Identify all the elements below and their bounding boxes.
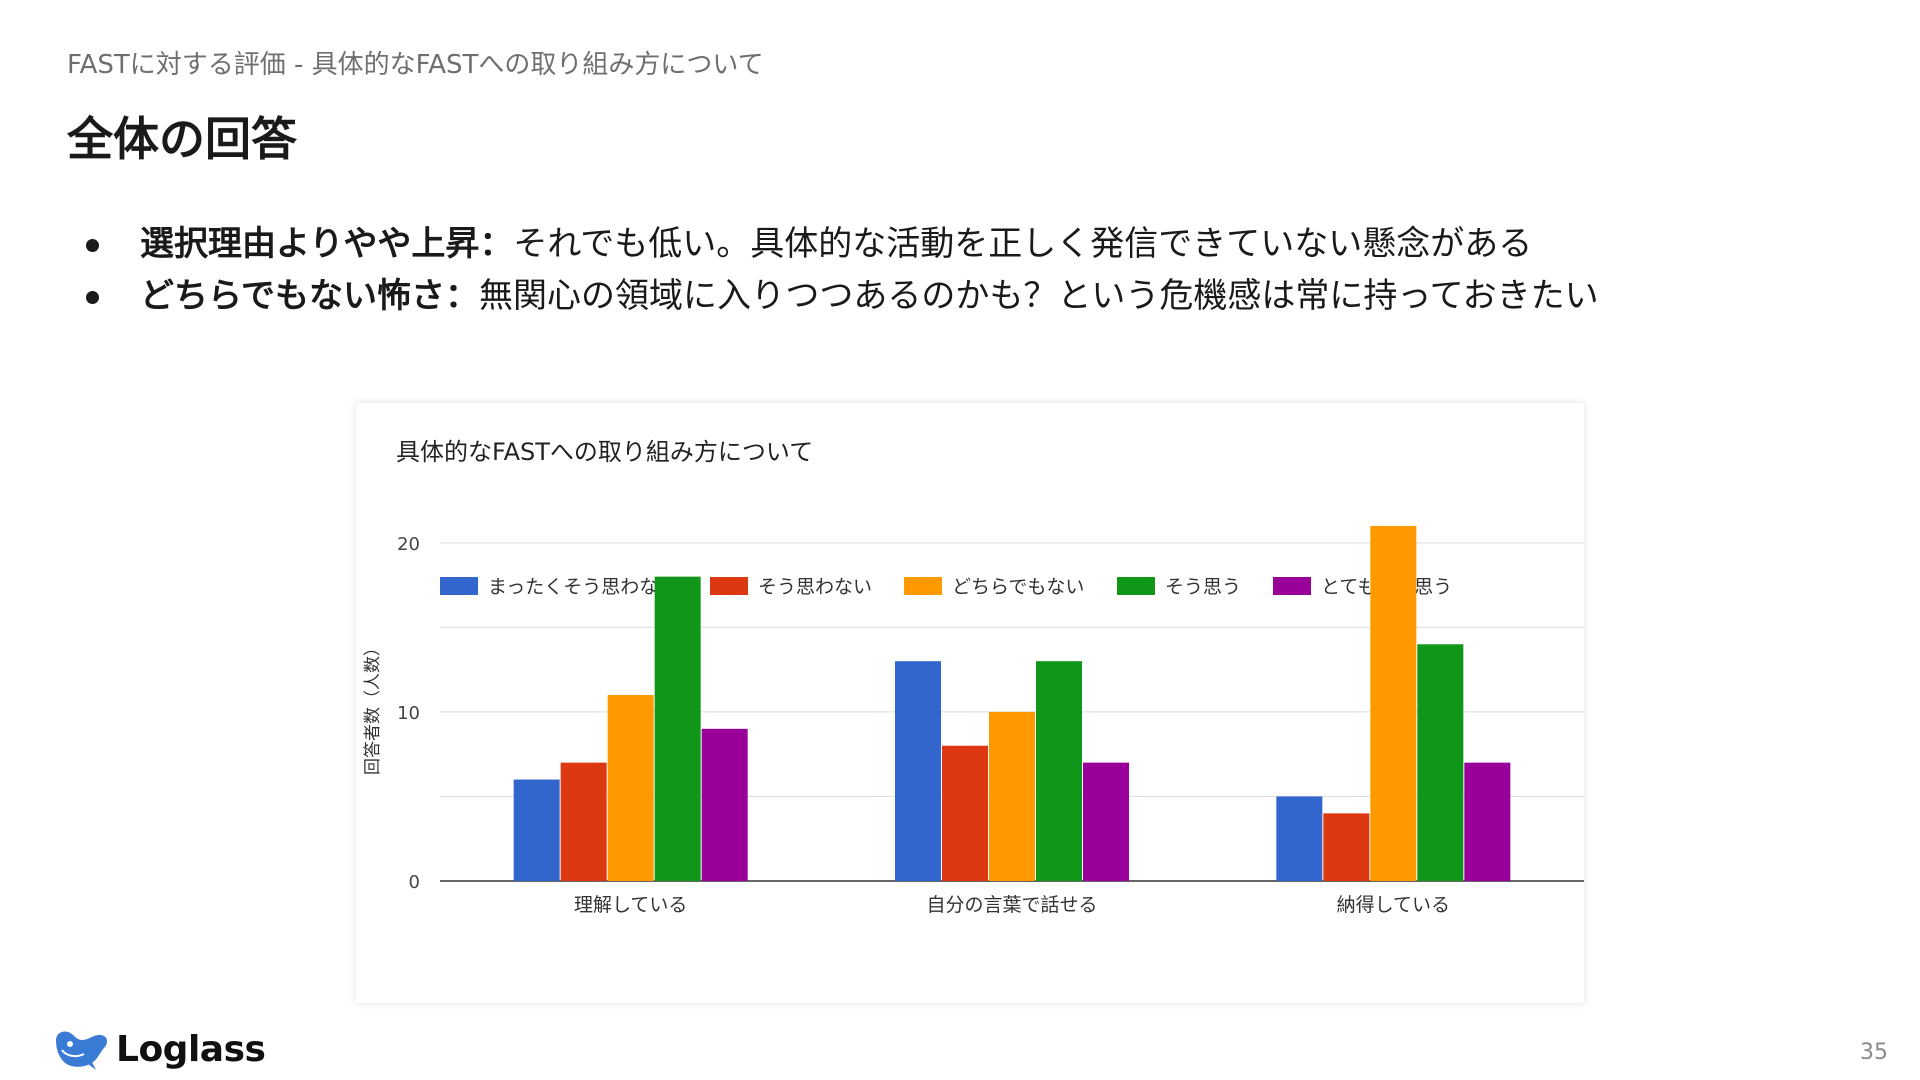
bullet-heading: 選択理由よりやや上昇： bbox=[140, 224, 514, 264]
legend-label: どちらでもない bbox=[952, 576, 1084, 598]
whale-logo-icon bbox=[56, 1031, 107, 1070]
legend-swatch bbox=[440, 577, 478, 595]
legend-swatch bbox=[1273, 577, 1311, 595]
bar bbox=[1417, 644, 1464, 881]
bar bbox=[607, 695, 654, 881]
chart-title: 具体的なFASTへの取り組み方について bbox=[396, 438, 813, 466]
bullet-list: 選択理由よりやや上昇：それでも低い。具体的な活動を正しく発信できていない懸念があ… bbox=[82, 218, 1599, 322]
page-title: 全体の回答 bbox=[67, 112, 297, 166]
legend-label: そう思わない bbox=[758, 576, 872, 598]
page-number: 35 bbox=[1860, 1040, 1888, 1065]
bar bbox=[1323, 813, 1370, 881]
bullet-text: 無関心の領域に入りつつあるのかも？という危機感は常に持っておきたい bbox=[478, 276, 1599, 316]
bar bbox=[654, 576, 701, 881]
bullet-item: 選択理由よりやや上昇：それでも低い。具体的な活動を正しく発信できていない懸念があ… bbox=[82, 218, 1599, 270]
y-tick-label: 10 bbox=[397, 703, 420, 724]
bullet-item: どちらでもない怖さ：無関心の領域に入りつつあるのかも？という危機感は常に持ってお… bbox=[82, 270, 1599, 322]
bar bbox=[989, 711, 1035, 881]
bar bbox=[942, 745, 988, 881]
bar bbox=[1083, 762, 1129, 881]
legend-swatch bbox=[904, 577, 942, 595]
x-tick-label: 納得している bbox=[1337, 894, 1450, 916]
bar bbox=[1036, 661, 1082, 881]
bar bbox=[701, 728, 748, 881]
x-tick-label: 自分の言葉で話せる bbox=[926, 894, 1097, 916]
y-tick-label: 0 bbox=[409, 872, 420, 893]
breadcrumb: FASTに対する評価 - 具体的なFASTへの取り組み方について bbox=[67, 50, 764, 80]
logo-text: Loglass bbox=[116, 1028, 266, 1070]
bullet-heading: どちらでもない怖さ： bbox=[140, 276, 479, 316]
legend-swatch bbox=[710, 577, 748, 595]
bullet-text: それでも低い。具体的な活動を正しく発信できていない懸念がある bbox=[513, 224, 1533, 264]
y-tick-label: 20 bbox=[397, 534, 420, 555]
x-tick-label: 理解している bbox=[574, 894, 687, 916]
bar bbox=[895, 661, 941, 881]
logo: Loglass bbox=[52, 1024, 266, 1074]
bar bbox=[1464, 762, 1511, 881]
bar bbox=[1276, 796, 1323, 881]
legend-swatch bbox=[1117, 577, 1155, 595]
bar-chart: 具体的なFASTへの取り組み方について 0 10 20 回答者数（人数） まったくそう思わ… bbox=[363, 438, 1584, 916]
bar bbox=[513, 779, 560, 881]
legend-label: そう思う bbox=[1165, 576, 1241, 598]
legend-label: まったくそう思わない bbox=[488, 576, 677, 598]
bar bbox=[560, 762, 607, 881]
y-axis-label: 回答者数（人数） bbox=[363, 639, 383, 775]
chart-card: 具体的なFASTへの取り組み方について 0 10 20 回答者数（人数） まったくそう思わ… bbox=[356, 403, 1584, 1003]
bar bbox=[1370, 525, 1417, 881]
